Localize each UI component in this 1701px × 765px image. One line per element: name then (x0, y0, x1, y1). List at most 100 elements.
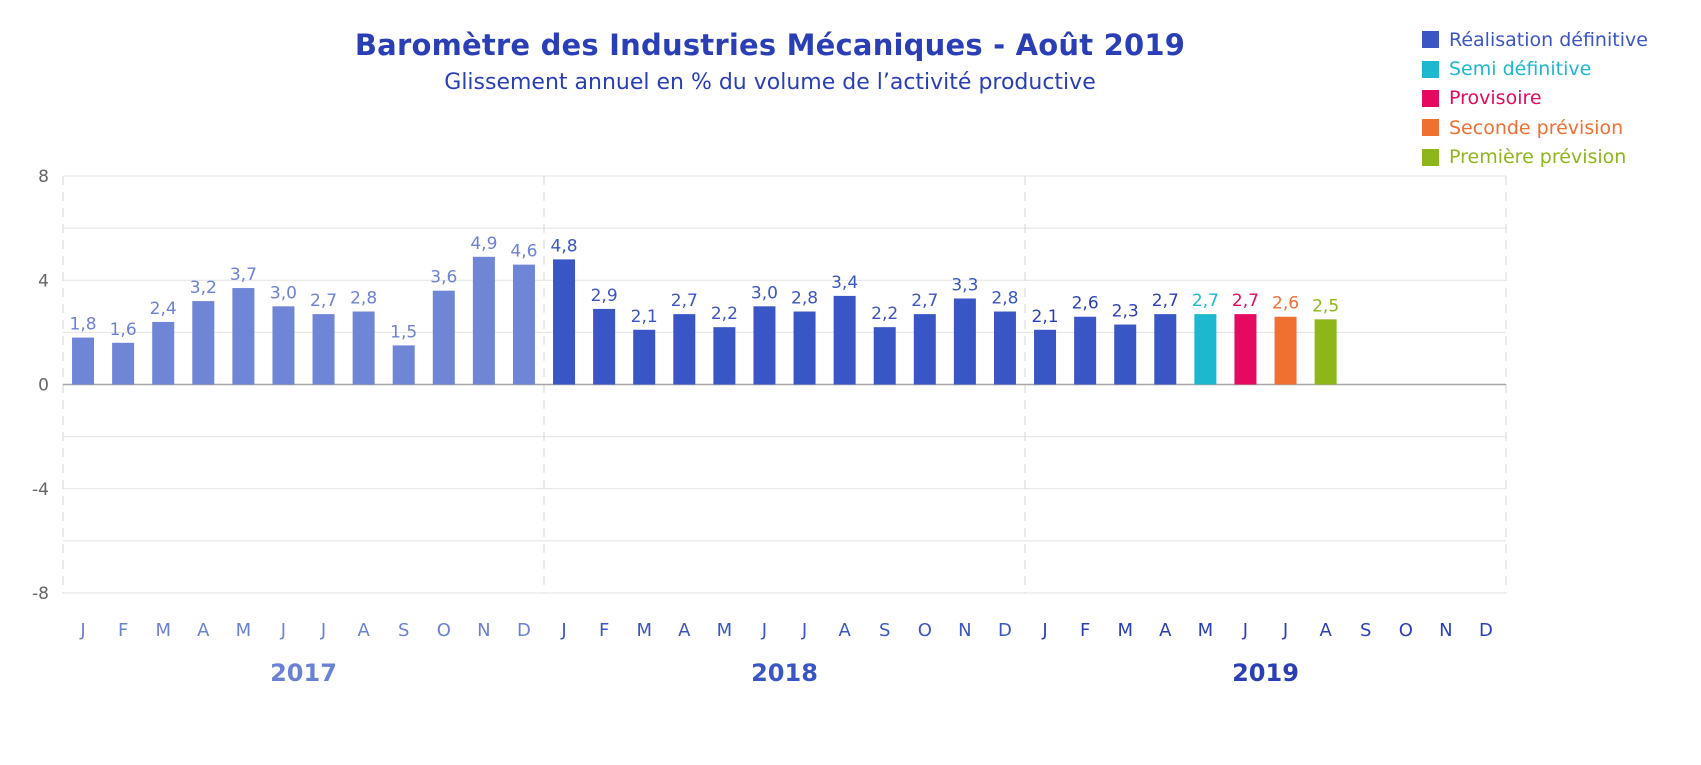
bar-value-label: 2,8 (350, 289, 377, 309)
chart-subtitle: Glissement annuel en % du volume de l’ac… (444, 70, 1096, 95)
x-month-label: D (998, 620, 1012, 641)
bar-value-label: 2,6 (1272, 294, 1299, 314)
x-month-label: S (1360, 620, 1371, 641)
legend-item-seconde-prevision: Seconde prévision (1422, 113, 1648, 142)
year-label: 2017 (270, 659, 337, 687)
bar-value-label: 3,6 (430, 268, 457, 288)
legend-label: Semi définitive (1449, 58, 1592, 81)
bar (753, 306, 776, 385)
year-label: 2019 (1232, 659, 1299, 687)
bar (512, 264, 535, 385)
bar (953, 298, 976, 385)
x-month-label: J (320, 620, 326, 641)
x-month-label: F (1080, 620, 1090, 641)
x-month-label: N (477, 620, 490, 641)
year-label: 2018 (751, 659, 818, 687)
bar (833, 295, 856, 385)
x-month-label: A (838, 620, 851, 641)
bar (112, 342, 135, 385)
x-month-label: D (517, 620, 531, 641)
bar (352, 311, 375, 385)
x-month-label: J (1041, 620, 1047, 641)
x-month-label: F (118, 620, 128, 641)
chart-title: Baromètre des Industries Mécaniques - Ao… (354, 28, 1186, 62)
bar (432, 290, 455, 385)
bar-value-label: 2,8 (991, 289, 1018, 309)
x-month-label: A (1159, 620, 1172, 641)
y-tick-label: -4 (32, 480, 49, 500)
bar-value-label: 1,5 (390, 322, 417, 342)
x-month-label: S (398, 620, 409, 641)
bar-value-label: 2,5 (1312, 296, 1339, 316)
bar-value-label: 1,8 (70, 315, 97, 335)
bar (873, 327, 896, 385)
bar-value-label: 4,8 (551, 236, 578, 256)
bar-value-label: 2,6 (1072, 294, 1099, 314)
bar-value-label: 2,7 (1192, 291, 1219, 311)
bar (913, 314, 936, 385)
legend-label: Première prévision (1449, 146, 1627, 169)
bar-value-label: 2,7 (1232, 291, 1259, 311)
bar (1034, 329, 1057, 385)
x-month-label: F (599, 620, 609, 641)
bar-value-label: 2,2 (711, 304, 738, 324)
bar (1314, 319, 1337, 385)
bar-value-label: 3,0 (751, 283, 778, 303)
bar (1274, 316, 1297, 385)
bar-value-label: 2,2 (871, 304, 898, 324)
bar (192, 301, 215, 385)
bar-value-label: 2,8 (791, 289, 818, 309)
bar (993, 311, 1016, 385)
x-month-label: M (236, 620, 252, 641)
legend-swatch (1422, 89, 1439, 107)
bar (713, 327, 736, 385)
x-month-label: O (1399, 620, 1413, 641)
legend-swatch (1422, 148, 1439, 166)
bar-value-label: 2,3 (1112, 302, 1139, 322)
y-tick-label: -8 (32, 584, 49, 604)
bar (1114, 324, 1137, 385)
bar-value-label: 2,1 (1032, 307, 1059, 327)
bar-value-label: 2,1 (631, 307, 658, 327)
legend-swatch (1422, 119, 1439, 137)
bar (593, 308, 616, 385)
bar-value-label: 1,6 (110, 320, 137, 340)
legend-item-provisoire: Provisoire (1422, 84, 1648, 113)
x-month-label: N (1439, 620, 1452, 641)
x-month-label: M (155, 620, 171, 641)
bar-value-label: 2,7 (1152, 291, 1179, 311)
bar (1194, 314, 1217, 385)
x-month-label: D (1479, 620, 1493, 641)
x-month-label: N (958, 620, 971, 641)
x-month-label: S (879, 620, 890, 641)
bar-value-label: 3,0 (270, 283, 297, 303)
y-tick-label: 4 (38, 271, 49, 291)
x-month-label: J (560, 620, 566, 641)
bar-value-label: 2,4 (150, 299, 177, 319)
bar-value-label: 3,3 (951, 275, 978, 295)
x-month-label: J (79, 620, 85, 641)
bar (1154, 314, 1177, 385)
legend-item-semi-definitive: Semi définitive (1422, 54, 1648, 83)
bar (312, 314, 335, 385)
legend-swatch (1422, 31, 1439, 49)
bar (1074, 316, 1097, 385)
legend-label: Seconde prévision (1449, 116, 1624, 139)
legend-label: Réalisation définitive (1449, 28, 1648, 51)
legend-label: Provisoire (1449, 87, 1542, 110)
bar (272, 306, 295, 385)
x-month-label: A (1319, 620, 1332, 641)
bar (633, 329, 656, 385)
x-month-label: J (1282, 620, 1288, 641)
x-month-label: A (678, 620, 691, 641)
bar-value-label: 2,7 (671, 291, 698, 311)
x-month-label: J (280, 620, 286, 641)
legend-item-premiere-prevision: Première prévision (1422, 143, 1648, 172)
x-month-label: M (717, 620, 733, 641)
x-month-label: A (197, 620, 210, 641)
legend-item-realisation-definitive: Réalisation définitive (1422, 25, 1648, 54)
bar (72, 337, 95, 385)
x-month-label: M (636, 620, 652, 641)
x-month-label: M (1198, 620, 1214, 641)
bar-value-label: 4,9 (470, 234, 497, 254)
